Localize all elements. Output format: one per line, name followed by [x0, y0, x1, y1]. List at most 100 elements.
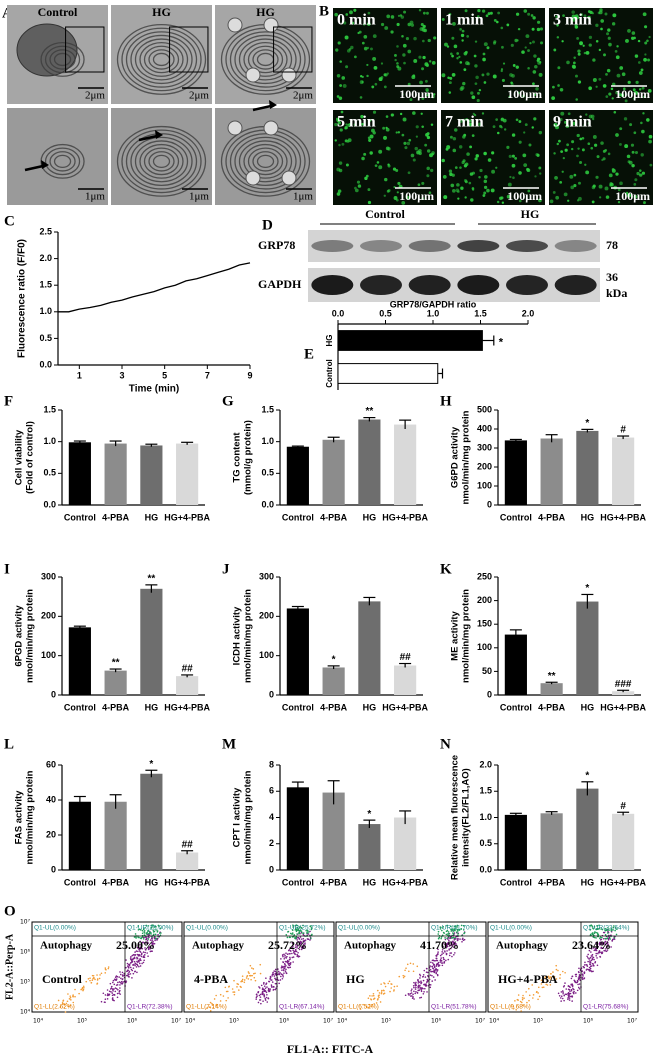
event-dot	[436, 963, 438, 965]
event-dot	[413, 981, 415, 984]
event-dot	[602, 943, 604, 946]
event-dot	[456, 924, 459, 927]
event-dot	[616, 928, 618, 930]
cell-dot	[572, 121, 576, 126]
event-dot	[446, 937, 448, 940]
cell-dot	[589, 10, 593, 15]
event-dot	[592, 964, 595, 967]
er-membrane	[143, 147, 180, 176]
event-dot	[65, 1002, 68, 1005]
event-dot	[133, 960, 136, 963]
cell-dot	[393, 196, 398, 200]
event-dot	[383, 989, 385, 992]
event-dot	[439, 961, 442, 963]
event-dot	[415, 990, 417, 993]
event-dot	[421, 987, 424, 989]
x-axis-label: GRP78/GAPDH ratio	[390, 299, 477, 309]
cell-dot	[579, 137, 583, 141]
event-dot	[408, 994, 410, 996]
event-dot	[286, 959, 289, 962]
cell-dot	[349, 10, 353, 15]
vacuole	[263, 120, 279, 136]
cell-dot	[464, 162, 469, 166]
event-dot	[128, 963, 131, 966]
event-dot	[282, 975, 284, 978]
event-dot	[612, 926, 615, 929]
event-dot	[144, 951, 147, 954]
cell-dot	[638, 88, 642, 91]
panel-letter: M	[222, 736, 236, 752]
vacuole	[245, 67, 261, 83]
event-dot	[456, 939, 459, 942]
event-dot	[440, 957, 442, 959]
event-dot	[107, 967, 110, 970]
bar	[504, 634, 527, 695]
cell-dot	[496, 20, 499, 24]
cell-dot	[452, 189, 456, 193]
cytometry-plot	[335, 921, 487, 1013]
event-dot	[460, 924, 463, 927]
event-dot	[143, 942, 146, 944]
cell-dot	[485, 14, 489, 18]
event-dot	[439, 959, 442, 962]
event-dot	[104, 972, 107, 974]
event-dot	[309, 930, 311, 933]
cell-dot	[346, 139, 350, 143]
er-membrane	[243, 143, 288, 179]
event-dot	[388, 980, 391, 983]
event-dot	[587, 956, 589, 959]
cell-dot	[503, 128, 507, 131]
y-tick-label: 400	[477, 423, 492, 433]
cell-dot	[607, 36, 611, 40]
bar	[612, 437, 635, 505]
event-dot	[541, 986, 544, 989]
event-dot	[604, 948, 607, 950]
event-dot	[136, 946, 139, 949]
event-dot	[59, 1006, 62, 1008]
cell-dot	[422, 11, 426, 15]
event-dot	[599, 956, 602, 958]
event-dot	[294, 946, 297, 949]
cell-dot	[405, 37, 410, 41]
event-dot	[142, 951, 145, 953]
bar	[140, 445, 163, 505]
event-dot	[311, 927, 313, 930]
x-tick-label: 10⁵	[229, 1018, 240, 1025]
cell-dot	[511, 154, 515, 158]
event-dot	[403, 975, 406, 978]
event-dot	[307, 938, 309, 940]
event-dot	[211, 1002, 213, 1005]
significance: ###	[615, 679, 632, 690]
cell-dot	[397, 181, 401, 185]
event-dot	[74, 988, 76, 991]
cell-dot	[403, 61, 406, 65]
cell-dot	[512, 64, 516, 67]
event-dot	[135, 966, 138, 968]
cell-dot	[421, 67, 425, 71]
cell-dot	[406, 141, 411, 146]
event-dot	[289, 932, 292, 935]
event-dot	[279, 972, 281, 974]
cell-dot	[570, 185, 575, 190]
cell-dot	[460, 33, 465, 38]
cell-dot	[451, 173, 455, 177]
bar	[68, 442, 91, 505]
event-dot	[454, 942, 457, 945]
band	[408, 275, 451, 295]
cell-dot	[625, 191, 629, 195]
cell-dot	[590, 146, 594, 150]
event-dot	[299, 940, 302, 943]
event-dot	[290, 950, 292, 952]
cell-dot	[449, 135, 453, 139]
cell-dot	[582, 44, 585, 47]
er-membrane	[256, 154, 275, 169]
event-dot	[295, 928, 297, 930]
event-dot	[264, 997, 267, 1000]
event-dot	[138, 959, 141, 961]
y-axis-label: ICDH activity	[232, 606, 243, 665]
event-dot	[292, 956, 295, 958]
event-dot	[448, 942, 450, 945]
cell-dot	[471, 134, 475, 138]
cell-dot	[448, 169, 453, 173]
event-dot	[152, 945, 154, 948]
